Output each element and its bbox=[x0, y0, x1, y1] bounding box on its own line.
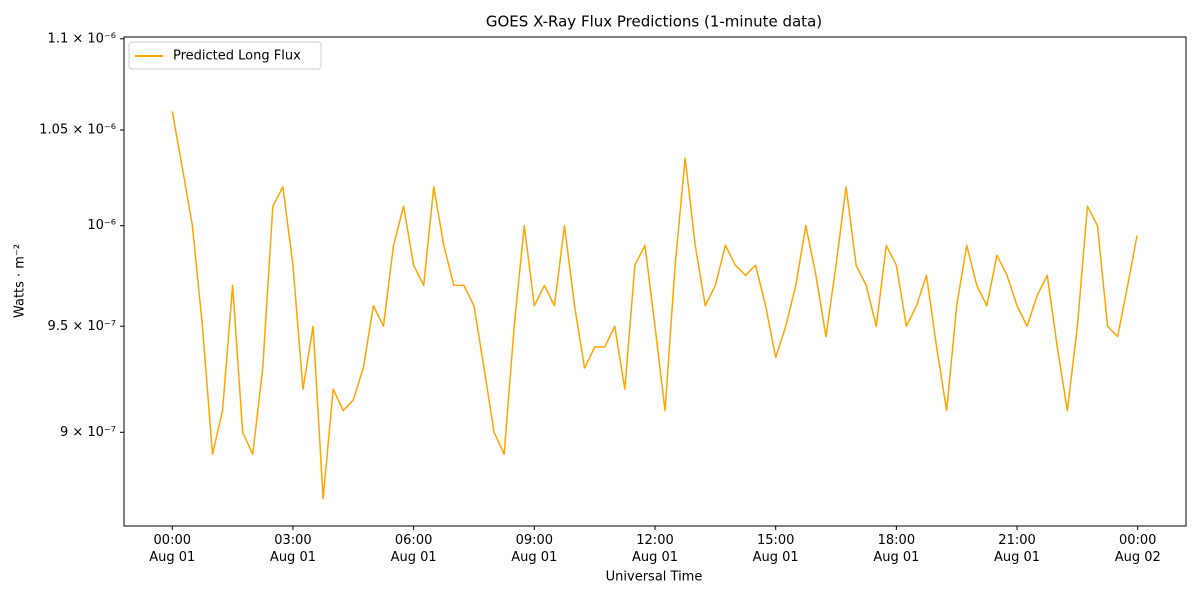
y-axis-label: Watts · m⁻² bbox=[13, 244, 28, 318]
y-tick-label: 1.1 × 10⁻⁶ bbox=[48, 31, 116, 46]
y-tick-label: 1.05 × 10⁻⁶ bbox=[39, 123, 116, 138]
x-tick-label: 00:00 Aug 01 bbox=[149, 533, 195, 565]
x-tick-label: 21:00 Aug 01 bbox=[994, 533, 1040, 565]
y-tick-label: 9 × 10⁻⁷ bbox=[60, 425, 116, 440]
x-tick-label: 12:00 Aug 01 bbox=[632, 533, 678, 565]
x-tick-label: 18:00 Aug 01 bbox=[873, 533, 919, 565]
legend-label: Predicted Long Flux bbox=[173, 49, 301, 64]
legend-box bbox=[128, 41, 322, 70]
x-tick-label: 06:00 Aug 01 bbox=[391, 533, 437, 565]
y-tick-label: 9.5 × 10⁻⁷ bbox=[48, 319, 116, 334]
x-tick-label: 15:00 Aug 01 bbox=[753, 533, 799, 565]
x-tick-label: 00:00 Aug 02 bbox=[1115, 533, 1161, 565]
x-tick-label: 09:00 Aug 01 bbox=[511, 533, 557, 565]
x-tick-label: 03:00 Aug 01 bbox=[270, 533, 316, 565]
data-line bbox=[171, 111, 1138, 500]
plot-frame bbox=[123, 36, 1187, 527]
x-axis-label: Universal Time bbox=[606, 570, 703, 585]
y-tick-label: 10⁻⁶ bbox=[87, 218, 116, 233]
chart-title: GOES X-Ray Flux Predictions (1-minute da… bbox=[486, 13, 822, 31]
